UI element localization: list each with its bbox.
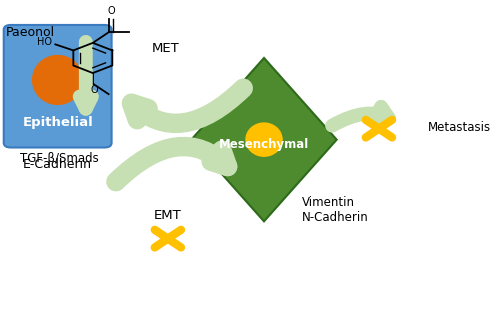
Text: O: O <box>90 86 98 95</box>
Text: Paeonol: Paeonol <box>6 26 55 39</box>
Ellipse shape <box>32 55 84 105</box>
Text: TGF-β/Smads: TGF-β/Smads <box>20 152 99 165</box>
Text: MET: MET <box>152 42 180 55</box>
Text: EMT: EMT <box>154 209 182 222</box>
Text: Epithelial: Epithelial <box>22 116 93 129</box>
Text: O: O <box>107 6 115 16</box>
Ellipse shape <box>246 122 283 157</box>
Polygon shape <box>192 58 336 221</box>
Text: HO: HO <box>36 37 52 47</box>
Text: E-Cadherin: E-Cadherin <box>23 158 92 171</box>
Text: Vimentin
N-Cadherin: Vimentin N-Cadherin <box>302 196 368 224</box>
Text: Mesenchymal: Mesenchymal <box>219 138 309 151</box>
FancyBboxPatch shape <box>4 25 112 147</box>
Text: Metastasis: Metastasis <box>428 120 492 133</box>
